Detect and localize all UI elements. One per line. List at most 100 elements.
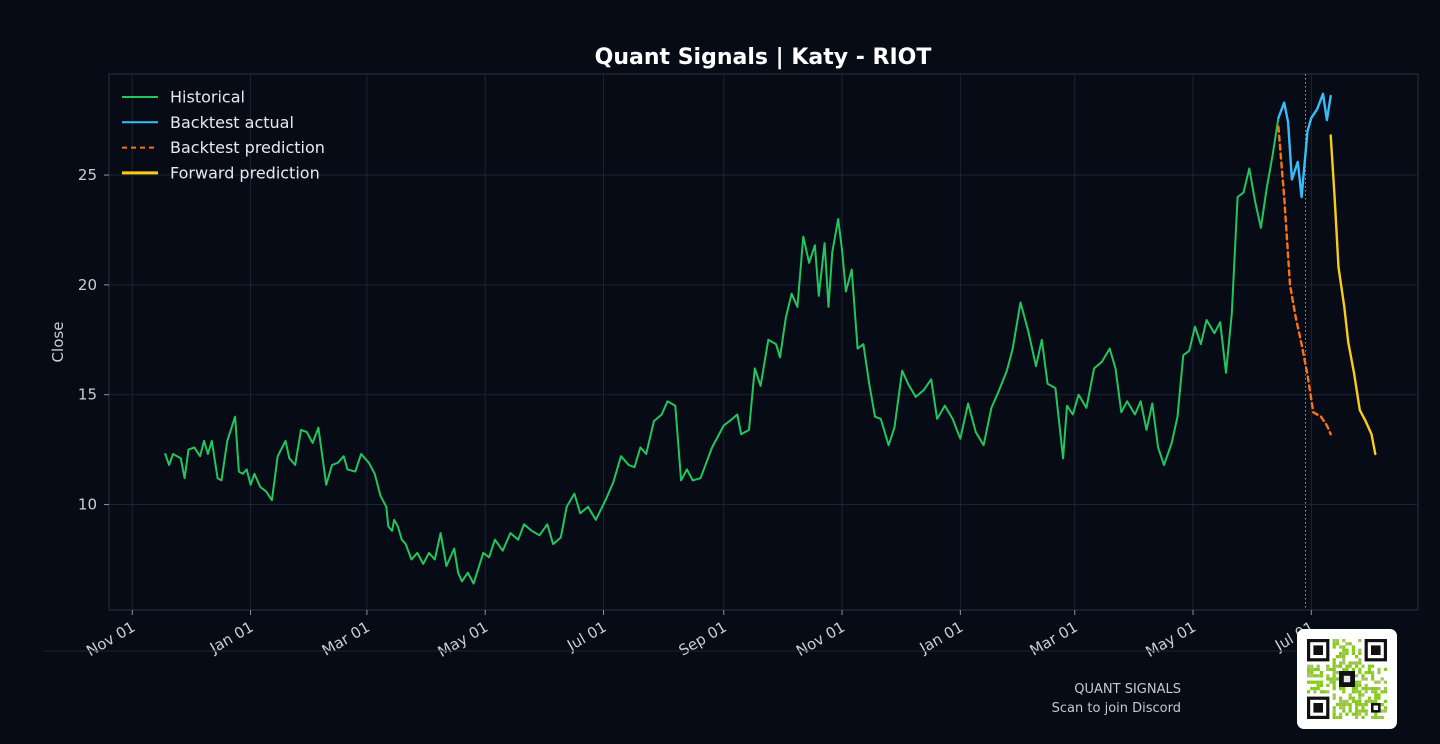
qr-module — [1342, 699, 1346, 703]
qr-module — [1364, 690, 1368, 694]
qr-module — [1316, 664, 1320, 668]
qr-module — [1339, 645, 1343, 649]
qr-module — [1332, 715, 1336, 719]
qr-module — [1371, 674, 1375, 678]
chart-title: Quant Signals | Katy - RIOT — [595, 45, 932, 70]
qr-module — [1329, 667, 1333, 671]
qr-module — [1335, 715, 1339, 719]
qr-module — [1364, 671, 1368, 675]
qr-module — [1371, 715, 1375, 719]
qr-module — [1313, 687, 1317, 691]
qr-code[interactable] — [1297, 629, 1397, 729]
qr-module — [1319, 674, 1323, 678]
legend-label: Forward prediction — [170, 163, 320, 182]
qr-module — [1348, 709, 1352, 713]
qr-module — [1332, 658, 1336, 662]
qr-module — [1361, 709, 1365, 713]
qr-module — [1316, 683, 1320, 687]
qr-module — [1364, 703, 1368, 707]
qr-module — [1358, 712, 1362, 716]
qr-module — [1339, 699, 1343, 703]
qr-module — [1361, 674, 1365, 678]
footer-tagline: Scan to join Discord — [1051, 701, 1181, 716]
qr-center-logo-mark — [1343, 675, 1351, 683]
qr-module — [1351, 712, 1355, 716]
qr-module — [1383, 680, 1387, 684]
qr-module — [1339, 655, 1343, 659]
x-tick-label: Sep 01 — [676, 618, 730, 660]
qr-module — [1339, 715, 1343, 719]
qr-module — [1342, 703, 1346, 707]
x-tick-label: Jul 01 — [563, 618, 609, 655]
qr-module — [1351, 661, 1355, 665]
qr-module — [1383, 687, 1387, 691]
qr-module — [1377, 671, 1381, 675]
qr-module — [1364, 677, 1368, 681]
qr-module — [1358, 658, 1362, 662]
qr-module — [1380, 677, 1384, 681]
qr-module — [1342, 687, 1346, 691]
qr-module — [1383, 667, 1387, 671]
qr-module — [1348, 696, 1352, 700]
qr-module — [1339, 687, 1343, 691]
qr-module — [1371, 699, 1375, 703]
qr-module — [1342, 690, 1346, 694]
qr-module — [1310, 680, 1314, 684]
qr-module — [1345, 664, 1349, 668]
qr-finder-inner — [1313, 703, 1323, 713]
qr-module — [1367, 687, 1371, 691]
qr-module — [1374, 699, 1378, 703]
qr-module — [1326, 667, 1330, 671]
qr-module — [1358, 699, 1362, 703]
qr-module — [1371, 664, 1375, 668]
qr-module — [1355, 680, 1359, 684]
qr-module — [1361, 664, 1365, 668]
qr-module — [1348, 642, 1352, 646]
qr-module — [1374, 680, 1378, 684]
qr-module — [1326, 664, 1330, 668]
qr-module — [1361, 715, 1365, 719]
qr-module — [1377, 693, 1381, 697]
qr-module — [1316, 687, 1320, 691]
qr-module — [1361, 677, 1365, 681]
qr-module — [1332, 706, 1336, 710]
qr-module — [1342, 648, 1346, 652]
qr-module — [1310, 671, 1314, 675]
qr-module — [1339, 651, 1343, 655]
qr-module — [1355, 661, 1359, 665]
qr-module — [1364, 699, 1368, 703]
qr-module — [1345, 642, 1349, 646]
qr-module — [1332, 677, 1336, 681]
qr-module — [1342, 645, 1346, 649]
qr-module — [1367, 671, 1371, 675]
qr-module — [1361, 706, 1365, 710]
qr-module — [1351, 651, 1355, 655]
qr-module — [1377, 715, 1381, 719]
qr-module — [1348, 706, 1352, 710]
qr-module — [1348, 703, 1352, 707]
x-tick-label: Jan 01 — [206, 618, 257, 658]
qr-module — [1351, 687, 1355, 691]
qr-module — [1358, 709, 1362, 713]
qr-module — [1323, 690, 1327, 694]
qr-module — [1374, 687, 1378, 691]
qr-module — [1307, 664, 1311, 668]
qr-module — [1358, 680, 1362, 684]
qr-module — [1358, 703, 1362, 707]
qr-module — [1345, 703, 1349, 707]
qr-module — [1358, 693, 1362, 697]
x-tick-label: Jan 01 — [916, 618, 967, 658]
qr-module — [1326, 677, 1330, 681]
x-tick-label: May 01 — [435, 618, 492, 661]
qr-module — [1345, 699, 1349, 703]
qr-module — [1358, 651, 1362, 655]
qr-module — [1358, 683, 1362, 687]
qr-module — [1335, 671, 1339, 675]
qr-module — [1361, 703, 1365, 707]
qr-module — [1307, 667, 1311, 671]
qr-module — [1380, 715, 1384, 719]
qr-module — [1313, 667, 1317, 671]
qr-module — [1380, 690, 1384, 694]
qr-module — [1345, 651, 1349, 655]
